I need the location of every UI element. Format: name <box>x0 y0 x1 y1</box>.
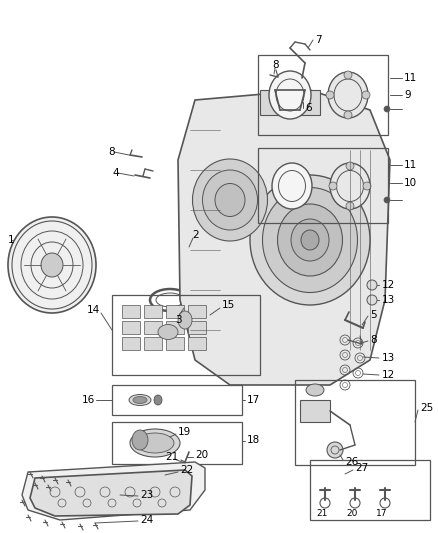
Text: 8: 8 <box>370 335 377 345</box>
Bar <box>112 422 242 464</box>
Text: 8: 8 <box>108 147 115 157</box>
Text: 18: 18 <box>247 435 260 445</box>
Ellipse shape <box>330 163 370 209</box>
Ellipse shape <box>278 204 343 276</box>
Bar <box>188 321 206 334</box>
Text: 20: 20 <box>195 450 208 460</box>
Text: 14: 14 <box>87 305 100 315</box>
Ellipse shape <box>181 246 194 264</box>
Bar <box>258 148 388 223</box>
Circle shape <box>384 106 390 112</box>
Text: 25: 25 <box>420 403 433 413</box>
Text: 5: 5 <box>370 310 377 320</box>
Circle shape <box>362 91 370 99</box>
Bar <box>122 305 140 318</box>
Bar <box>122 321 140 334</box>
Circle shape <box>326 91 334 99</box>
Text: 23: 23 <box>140 490 153 500</box>
Bar <box>112 295 260 375</box>
Circle shape <box>367 295 377 305</box>
Ellipse shape <box>269 71 311 119</box>
Ellipse shape <box>132 430 148 450</box>
Ellipse shape <box>8 217 96 313</box>
Text: 3: 3 <box>175 315 182 325</box>
Text: 7: 7 <box>315 35 321 45</box>
Text: 1: 1 <box>8 235 14 245</box>
Ellipse shape <box>136 433 174 453</box>
Ellipse shape <box>41 253 63 277</box>
Ellipse shape <box>178 311 192 329</box>
Text: 12: 12 <box>382 370 395 380</box>
Text: 10: 10 <box>404 178 417 188</box>
Text: 9: 9 <box>404 90 411 100</box>
Bar <box>166 305 184 318</box>
Text: 8: 8 <box>272 60 279 70</box>
Ellipse shape <box>272 163 312 209</box>
Text: 17: 17 <box>247 395 260 405</box>
Bar <box>144 321 162 334</box>
Text: 22: 22 <box>180 465 193 475</box>
Text: 11: 11 <box>404 73 417 83</box>
Bar <box>144 337 162 350</box>
Circle shape <box>329 182 337 190</box>
Polygon shape <box>30 470 192 516</box>
Bar <box>300 400 330 422</box>
Bar <box>144 305 162 318</box>
Text: 4: 4 <box>112 168 119 178</box>
Ellipse shape <box>192 159 268 241</box>
Circle shape <box>363 182 371 190</box>
Text: 13: 13 <box>382 353 395 363</box>
Bar <box>260 90 320 115</box>
Bar <box>310 460 430 520</box>
Ellipse shape <box>306 384 324 396</box>
Text: 17: 17 <box>376 508 388 518</box>
Ellipse shape <box>339 222 351 238</box>
Bar <box>188 305 206 318</box>
Ellipse shape <box>262 188 357 293</box>
Ellipse shape <box>215 183 245 216</box>
Circle shape <box>367 280 377 290</box>
Bar <box>166 321 184 334</box>
Circle shape <box>327 442 343 458</box>
Bar <box>112 385 242 415</box>
Text: 11: 11 <box>404 160 417 170</box>
Ellipse shape <box>154 395 162 405</box>
Circle shape <box>284 94 296 106</box>
Ellipse shape <box>158 325 178 340</box>
Circle shape <box>346 162 354 170</box>
Circle shape <box>344 111 352 119</box>
Ellipse shape <box>250 175 370 305</box>
Circle shape <box>344 71 352 79</box>
Ellipse shape <box>129 394 151 406</box>
Text: 13: 13 <box>382 295 395 305</box>
Bar <box>122 337 140 350</box>
Text: 2: 2 <box>192 230 198 240</box>
Text: 16: 16 <box>82 395 95 405</box>
Bar <box>258 55 388 135</box>
Text: 24: 24 <box>140 515 153 525</box>
Text: 20: 20 <box>346 508 358 518</box>
Ellipse shape <box>130 429 180 457</box>
Bar <box>295 380 415 465</box>
Circle shape <box>384 197 390 203</box>
Text: 26: 26 <box>345 457 358 467</box>
Bar <box>188 337 206 350</box>
Text: 27: 27 <box>355 463 368 473</box>
Ellipse shape <box>133 397 147 403</box>
Text: 15: 15 <box>222 300 235 310</box>
Polygon shape <box>22 462 205 520</box>
Text: 6: 6 <box>305 103 311 113</box>
Ellipse shape <box>328 72 368 118</box>
Text: 21: 21 <box>316 508 328 518</box>
Text: 19: 19 <box>178 427 191 437</box>
Ellipse shape <box>301 230 319 250</box>
Circle shape <box>346 202 354 210</box>
Text: 12: 12 <box>382 280 395 290</box>
Ellipse shape <box>291 219 329 261</box>
Polygon shape <box>178 90 390 385</box>
Text: 21: 21 <box>165 452 178 462</box>
Bar <box>166 337 184 350</box>
Ellipse shape <box>202 170 258 230</box>
